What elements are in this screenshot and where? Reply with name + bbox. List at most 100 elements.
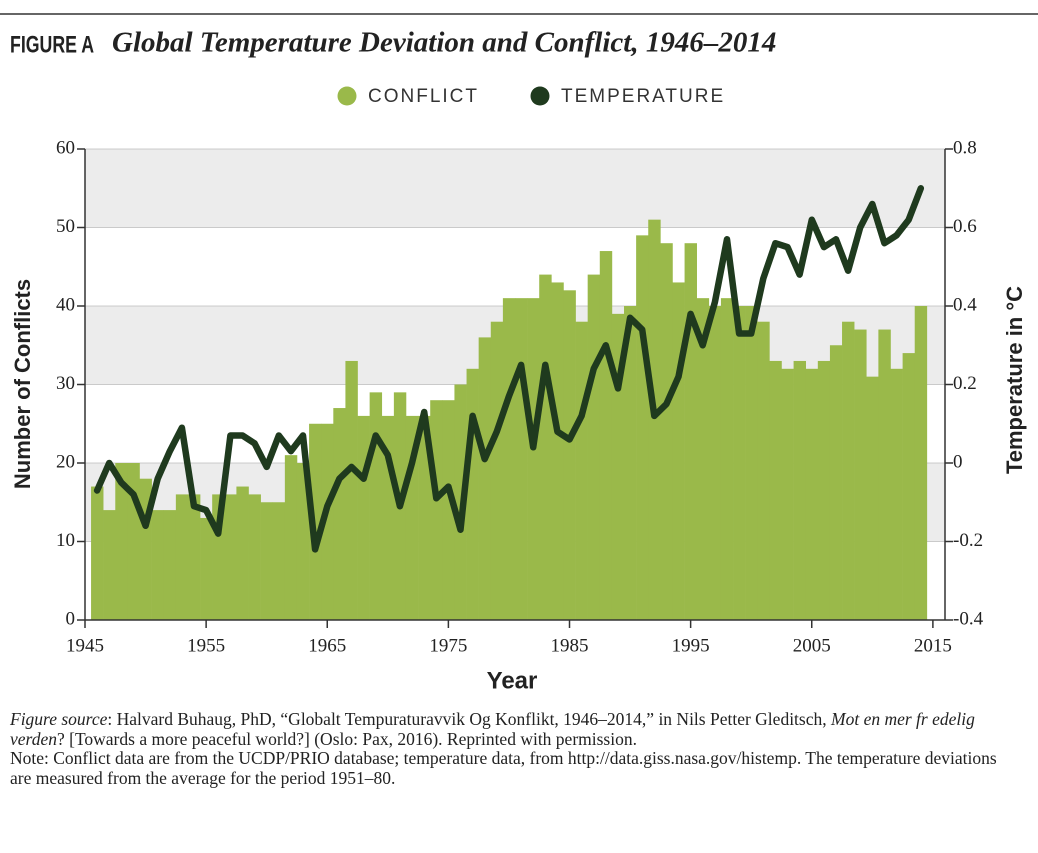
bar bbox=[200, 517, 213, 620]
bar bbox=[284, 455, 298, 620]
y2-tick-label: 0.8 bbox=[953, 137, 977, 158]
chart: FIGURE A Global Temperature Deviation an… bbox=[0, 13, 1038, 694]
bar bbox=[515, 298, 528, 620]
bar bbox=[866, 376, 879, 620]
y-tick-label: 0 bbox=[66, 608, 76, 629]
legend-marker bbox=[337, 86, 357, 106]
x-tick-label: 1945 bbox=[66, 635, 104, 656]
figure-label: FIGURE A bbox=[10, 31, 94, 58]
y2-axis-label: Temperature in °C bbox=[1002, 286, 1027, 474]
bar bbox=[490, 321, 504, 620]
bar bbox=[769, 360, 782, 620]
bar bbox=[781, 368, 794, 620]
x-tick-label: 2005 bbox=[793, 635, 831, 656]
bar bbox=[91, 486, 104, 620]
bar bbox=[890, 368, 903, 620]
bar bbox=[442, 400, 455, 620]
bar bbox=[248, 494, 261, 620]
bar bbox=[563, 290, 576, 620]
y2-tick-label: 0.2 bbox=[953, 373, 977, 394]
bar bbox=[272, 502, 286, 620]
y-tick-label: 50 bbox=[56, 216, 75, 237]
bar bbox=[260, 502, 274, 620]
x-tick-label: 1975 bbox=[429, 635, 467, 656]
bar bbox=[502, 298, 516, 620]
y-tick-label: 30 bbox=[56, 373, 75, 394]
bar bbox=[696, 298, 710, 620]
bar bbox=[660, 243, 673, 620]
source-book: Mot en mer fr edelig verden bbox=[10, 709, 975, 749]
source-text: : Halvard Buhaug, PhD, “Globalt Tempurat… bbox=[107, 709, 831, 729]
y-tick-label: 60 bbox=[56, 137, 75, 158]
bar bbox=[708, 306, 722, 620]
source-note: Figure source: Halvard Buhaug, PhD, “Glo… bbox=[10, 709, 1020, 749]
bar bbox=[914, 306, 928, 620]
bar bbox=[539, 274, 552, 620]
x-tick-label: 1985 bbox=[551, 635, 589, 656]
bar bbox=[296, 463, 310, 620]
x-tick-label: 1955 bbox=[187, 635, 225, 656]
bar bbox=[224, 494, 237, 620]
bar bbox=[321, 423, 334, 620]
bar bbox=[527, 298, 540, 620]
y2-tick-label: -0.2 bbox=[953, 530, 983, 551]
bar bbox=[575, 321, 588, 620]
bar bbox=[163, 510, 177, 620]
source-text: ? [Towards a more peaceful world?] (Oslo… bbox=[56, 728, 637, 749]
bar bbox=[745, 306, 758, 620]
line bbox=[93, 185, 925, 553]
legend-marker bbox=[530, 86, 550, 106]
grid-band bbox=[85, 149, 945, 228]
bar bbox=[720, 298, 734, 620]
bar bbox=[611, 313, 625, 620]
bar bbox=[672, 282, 685, 620]
bar bbox=[357, 415, 370, 620]
bar bbox=[115, 463, 128, 620]
legend-label: TEMPERATURE bbox=[561, 86, 725, 107]
bar bbox=[805, 368, 819, 620]
bar bbox=[333, 408, 346, 620]
bar bbox=[103, 510, 116, 620]
bar bbox=[817, 360, 831, 620]
bar bbox=[478, 337, 492, 620]
bar bbox=[430, 400, 443, 620]
data-note: Note: Conflict data are from the UCDP/PR… bbox=[10, 748, 997, 788]
bar bbox=[345, 360, 358, 620]
bar bbox=[551, 282, 564, 620]
y-tick-label: 20 bbox=[56, 451, 75, 472]
x-tick-label: 1995 bbox=[672, 635, 710, 656]
chart-title: Global Temperature Deviation and Conflic… bbox=[112, 27, 776, 59]
notes: Figure source: Halvard Buhaug, PhD, “Glo… bbox=[10, 709, 1020, 788]
x-axis-label: Year bbox=[487, 667, 538, 694]
y2-tick-label: 0.4 bbox=[953, 294, 977, 315]
bar bbox=[418, 415, 431, 620]
bar bbox=[854, 329, 867, 620]
bar bbox=[624, 306, 637, 620]
y2-tick-label: 0.6 bbox=[953, 216, 977, 237]
bar bbox=[878, 329, 891, 620]
bar bbox=[829, 345, 843, 620]
bar bbox=[684, 243, 697, 620]
bar bbox=[236, 486, 249, 620]
bar bbox=[369, 392, 383, 620]
bar bbox=[842, 321, 855, 620]
bar bbox=[757, 321, 770, 620]
bar bbox=[902, 353, 916, 620]
y2-tick-label: 0 bbox=[953, 451, 963, 472]
bar bbox=[151, 510, 165, 620]
y-axis-label: Number of Conflicts bbox=[10, 279, 35, 489]
bar bbox=[175, 494, 189, 620]
bar bbox=[636, 235, 649, 620]
bar bbox=[587, 274, 601, 620]
legend-label: CONFLICT bbox=[368, 86, 479, 107]
bar bbox=[648, 219, 661, 620]
y-tick-label: 40 bbox=[56, 294, 75, 315]
bar bbox=[466, 368, 479, 620]
y-tick-label: 10 bbox=[56, 530, 75, 551]
bar bbox=[733, 306, 746, 620]
y2-tick-label: -0.4 bbox=[953, 608, 984, 629]
bar bbox=[599, 251, 613, 621]
bar bbox=[793, 360, 807, 620]
x-tick-label: 1965 bbox=[308, 635, 346, 656]
